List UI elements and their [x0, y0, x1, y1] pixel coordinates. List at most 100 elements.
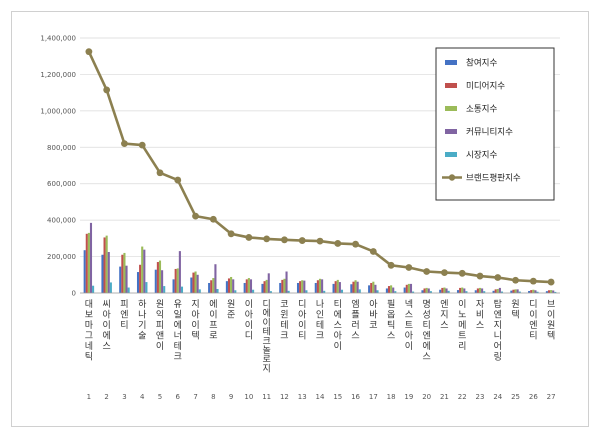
bar [358, 289, 361, 293]
line-point [334, 240, 342, 247]
bar [372, 281, 375, 293]
y-tick-label: 1,400,000 [40, 35, 76, 43]
bar [139, 264, 142, 293]
bar [427, 288, 430, 293]
bar [368, 285, 371, 293]
line-point [405, 264, 413, 271]
bar [178, 251, 181, 293]
bar [190, 277, 193, 293]
line-point [458, 269, 466, 277]
bar [261, 283, 264, 293]
y-tick-label: 600,000 [47, 180, 76, 188]
bar [212, 278, 215, 293]
bar [281, 279, 284, 293]
bar [459, 287, 462, 293]
bar [516, 289, 519, 293]
bar [512, 289, 515, 293]
bar [125, 265, 128, 293]
bar [234, 290, 237, 293]
bar [478, 287, 482, 293]
bar [463, 288, 466, 293]
bar [350, 284, 353, 293]
bar [143, 249, 146, 293]
bar [405, 284, 408, 293]
rank-label: 14 [316, 393, 325, 401]
bar [496, 288, 499, 293]
bar [443, 287, 446, 293]
bar [336, 279, 339, 293]
bar [87, 232, 90, 293]
line-layer [85, 48, 555, 286]
legend-swatch [445, 60, 457, 65]
rank-label: 9 [229, 393, 233, 401]
rank-label: 23 [476, 393, 485, 401]
bar [550, 290, 553, 293]
bar [334, 281, 337, 293]
legend-label: 참여지수 [466, 58, 497, 69]
legend-swatch [445, 129, 457, 134]
rank-label: 15 [333, 393, 342, 401]
bar [210, 280, 213, 293]
bar [305, 290, 308, 293]
line-point [192, 212, 199, 220]
bar [232, 279, 235, 293]
legend-swatch [445, 152, 457, 157]
bar [252, 289, 255, 293]
bar [176, 268, 179, 293]
bar [196, 274, 199, 293]
bar [225, 281, 228, 293]
bar [230, 276, 233, 293]
bar [103, 237, 106, 293]
bar [247, 278, 250, 293]
rank-label: 1 [87, 393, 91, 401]
bar [123, 252, 126, 293]
y-tick-label: 200,000 [47, 253, 76, 261]
bar [198, 289, 201, 293]
rank-label: 17 [369, 393, 378, 401]
bar [174, 268, 177, 293]
bar [518, 291, 521, 293]
bar [109, 282, 112, 293]
bar [370, 282, 373, 293]
line-point [529, 277, 537, 285]
bar [456, 290, 460, 293]
bar [105, 235, 108, 293]
rank-label: 20 [422, 393, 431, 401]
bar [145, 282, 148, 293]
rank-label: 5 [158, 393, 162, 401]
bar [421, 290, 424, 293]
line-point [316, 237, 324, 245]
line-point [174, 176, 182, 184]
rank-label: 27 [547, 393, 556, 401]
line-point [298, 237, 306, 244]
bar [425, 287, 428, 293]
bar [494, 289, 497, 293]
bar [445, 288, 448, 293]
rank-label: 16 [351, 393, 360, 401]
bar [530, 290, 533, 293]
bar [429, 291, 432, 293]
rank-label: 7 [193, 393, 197, 401]
bar [269, 291, 272, 293]
line-point [476, 272, 484, 280]
legend-label: 시장지수 [466, 150, 497, 161]
bar [352, 281, 355, 293]
bar [216, 288, 219, 293]
bar [465, 291, 468, 293]
rank-label: 3 [122, 393, 126, 401]
line-point [441, 269, 448, 276]
rank-label: 6 [176, 393, 181, 401]
bar [89, 222, 93, 293]
